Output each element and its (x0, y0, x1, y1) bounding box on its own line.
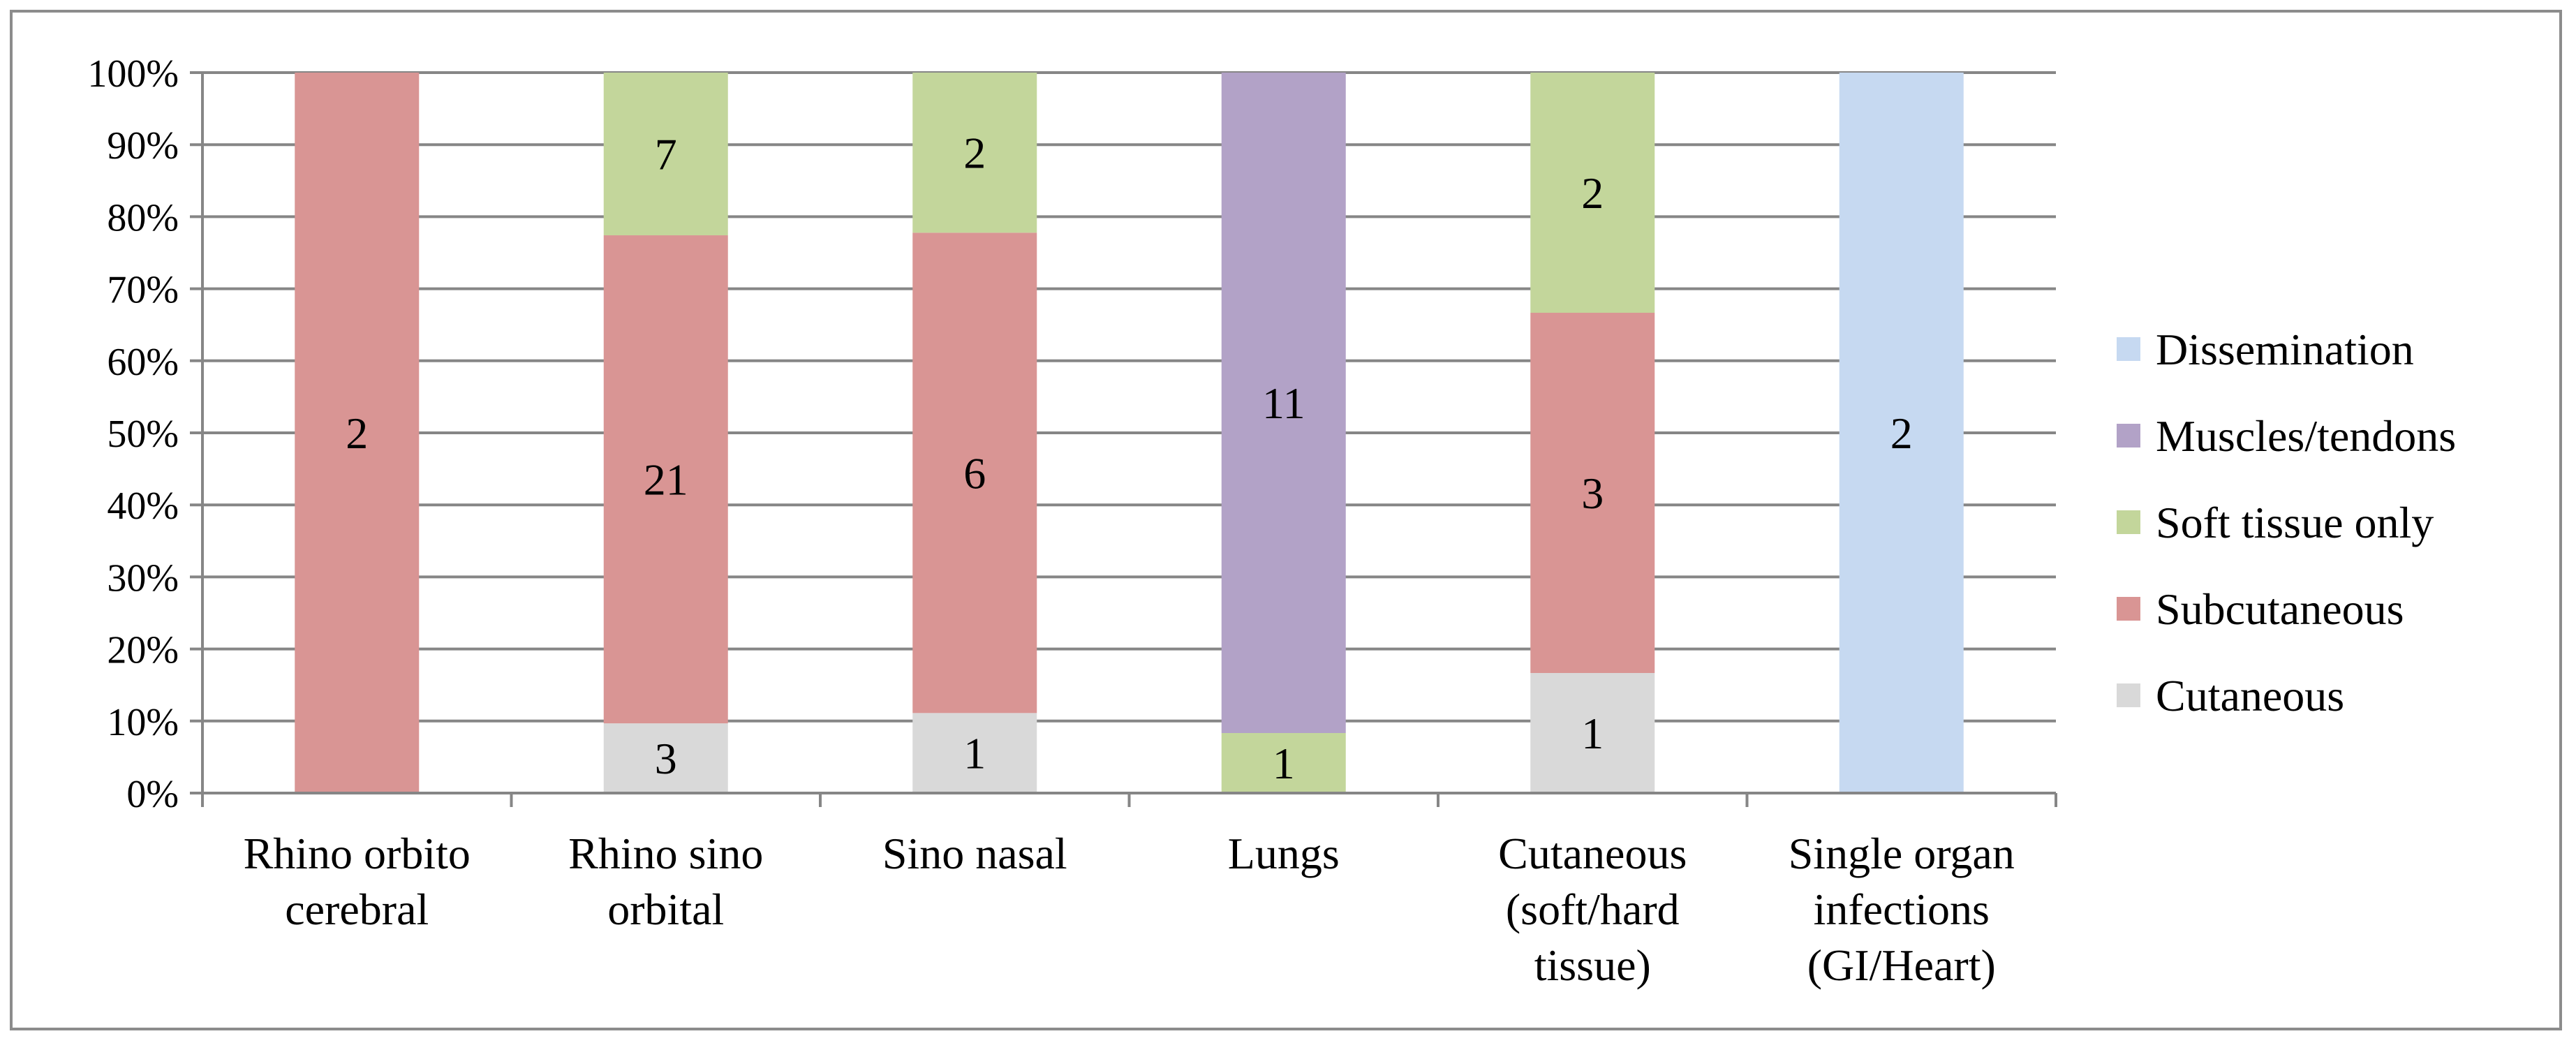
x-tick-label: Sino nasal (882, 829, 1067, 878)
bar-segment (1530, 73, 1655, 313)
y-tick-label: 90% (107, 124, 179, 168)
bar-segment (1221, 73, 1346, 733)
bar-segment (1221, 733, 1346, 793)
data-label: 2 (1890, 408, 1913, 458)
data-label: 7 (655, 130, 677, 179)
data-label: 1 (1581, 709, 1604, 758)
x-tick-label: Single organ infections (GI/Heart) (1789, 829, 2015, 990)
legend-label: Soft tissue only (2156, 498, 2434, 547)
y-tick-label: 40% (107, 484, 179, 528)
bar-segment (1839, 73, 1964, 793)
legend-label: Subcutaneous (2156, 584, 2404, 634)
data-label: 6 (963, 448, 986, 498)
data-label: 1 (963, 729, 986, 778)
bar-segment (912, 232, 1037, 713)
y-tick-label: 0% (126, 773, 179, 816)
data-label: 3 (655, 734, 677, 783)
data-label: 1 (1273, 739, 1295, 788)
data-label: 2 (963, 128, 986, 178)
legend-swatch (2117, 683, 2140, 707)
y-tick-label: 30% (107, 556, 179, 600)
legend-swatch (2117, 337, 2140, 361)
x-tick-label: Rhino sino orbital (568, 829, 763, 934)
legend-swatch (2117, 510, 2140, 534)
legend-swatch (2117, 424, 2140, 447)
legend-label: Dissemination (2156, 325, 2414, 374)
data-label: 11 (1262, 378, 1305, 428)
y-tick-label: 20% (107, 629, 179, 672)
y-tick-label: 100% (87, 52, 179, 96)
bar-segment (603, 723, 728, 793)
legend-label: Cutaneous (2156, 671, 2344, 720)
y-tick-label: 50% (107, 413, 179, 456)
x-tick-label: Cutaneous (soft/hard tissue) (1498, 829, 1687, 990)
data-label: 21 (644, 455, 688, 505)
legend-label: Muscles/tendons (2156, 411, 2456, 461)
bar-segment (1530, 673, 1655, 793)
y-tick-label: 60% (107, 341, 179, 384)
data-label: 2 (346, 408, 368, 458)
bar-segment (912, 73, 1037, 233)
bar-segment (603, 235, 728, 724)
y-tick-label: 70% (107, 269, 179, 312)
x-tick-label: Rhino orbito cerebral (244, 829, 471, 934)
bar-segment (295, 73, 420, 793)
legend-swatch (2117, 597, 2140, 621)
x-tick-label: Lungs (1228, 829, 1340, 878)
y-tick-label: 10% (107, 701, 179, 744)
bar-segment (912, 713, 1037, 793)
data-label: 3 (1581, 468, 1604, 518)
bar-segment (603, 73, 728, 236)
bar-segment (1530, 313, 1655, 673)
y-tick-label: 80% (107, 196, 179, 239)
data-label: 2 (1581, 168, 1604, 218)
